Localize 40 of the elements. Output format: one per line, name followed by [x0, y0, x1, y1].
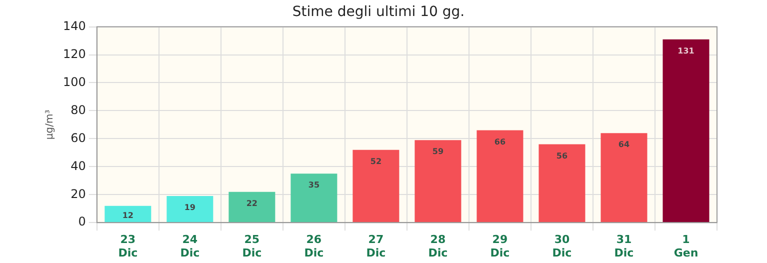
data-label: 22 — [246, 198, 258, 208]
data-label: 19 — [184, 203, 196, 212]
bar — [104, 206, 152, 222]
y-tick-label: 80 — [70, 102, 86, 117]
y-tick-label: 40 — [70, 158, 86, 173]
y-tick-label: 100 — [63, 74, 86, 89]
bar — [228, 192, 276, 222]
x-tick-label: 24 Dic — [180, 233, 200, 260]
data-label: 64 — [618, 140, 630, 150]
x-tick-label: 29 Dic — [490, 233, 510, 260]
y-tick-label: 120 — [63, 46, 86, 61]
bar — [290, 174, 338, 222]
data-label: 52 — [370, 156, 382, 166]
x-tick-label: 23 Dic — [118, 233, 138, 260]
bar — [600, 133, 648, 222]
x-tick-label: 31 Dic — [614, 233, 634, 260]
chart-title: Stime degli ultimi 10 gg. — [292, 4, 465, 20]
x-tick-label: 27 Dic — [366, 233, 386, 260]
bar — [476, 130, 524, 222]
bar — [414, 140, 462, 222]
data-label: 131 — [678, 46, 695, 56]
bar — [538, 144, 586, 222]
data-label: 35 — [308, 180, 320, 190]
x-tick-label: 30 Dic — [552, 233, 572, 260]
bar — [166, 196, 214, 222]
y-tick-label: 20 — [70, 186, 86, 201]
x-tick-label: 1 Gen — [674, 233, 698, 260]
data-label: 12 — [122, 211, 134, 220]
data-label: 66 — [494, 137, 506, 146]
x-tick-label: 28 Dic — [428, 233, 448, 260]
y-tick-label: 60 — [70, 130, 86, 145]
x-tick-label: 26 Dic — [304, 233, 324, 260]
y-tick-label: 0 — [78, 214, 86, 229]
y-axis-title: µg/m³ — [44, 110, 56, 140]
bar — [662, 39, 710, 222]
data-label: 59 — [432, 147, 444, 156]
y-tick-label: 140 — [63, 18, 86, 33]
data-label: 56 — [556, 151, 568, 160]
x-tick-label: 25 Dic — [242, 233, 262, 260]
bar — [352, 150, 400, 222]
